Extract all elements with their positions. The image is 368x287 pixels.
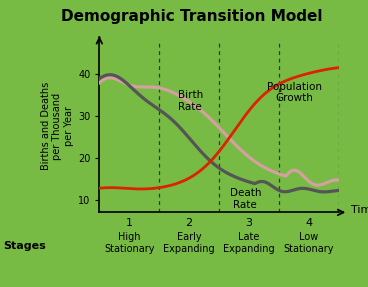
Text: Population
Growth: Population Growth [267,82,322,104]
Text: 3: 3 [245,218,252,228]
Text: 1: 1 [126,218,133,228]
Text: Early
Expanding: Early Expanding [163,232,215,254]
Text: High
Stationary: High Stationary [104,232,155,254]
Text: 2: 2 [185,218,192,228]
Text: Stages: Stages [4,241,46,251]
Text: Death
Rate: Death Rate [230,188,261,210]
Text: Late
Expanding: Late Expanding [223,232,275,254]
Text: Demographic Transition Model: Demographic Transition Model [61,9,322,24]
Text: Low
Stationary: Low Stationary [283,232,334,254]
Text: Time: Time [351,205,368,214]
Text: 4: 4 [305,218,312,228]
Y-axis label: Births and Deaths
per Thousand
per Year: Births and Deaths per Thousand per Year [40,82,74,170]
Text: Birth
Rate: Birth Rate [178,90,203,112]
